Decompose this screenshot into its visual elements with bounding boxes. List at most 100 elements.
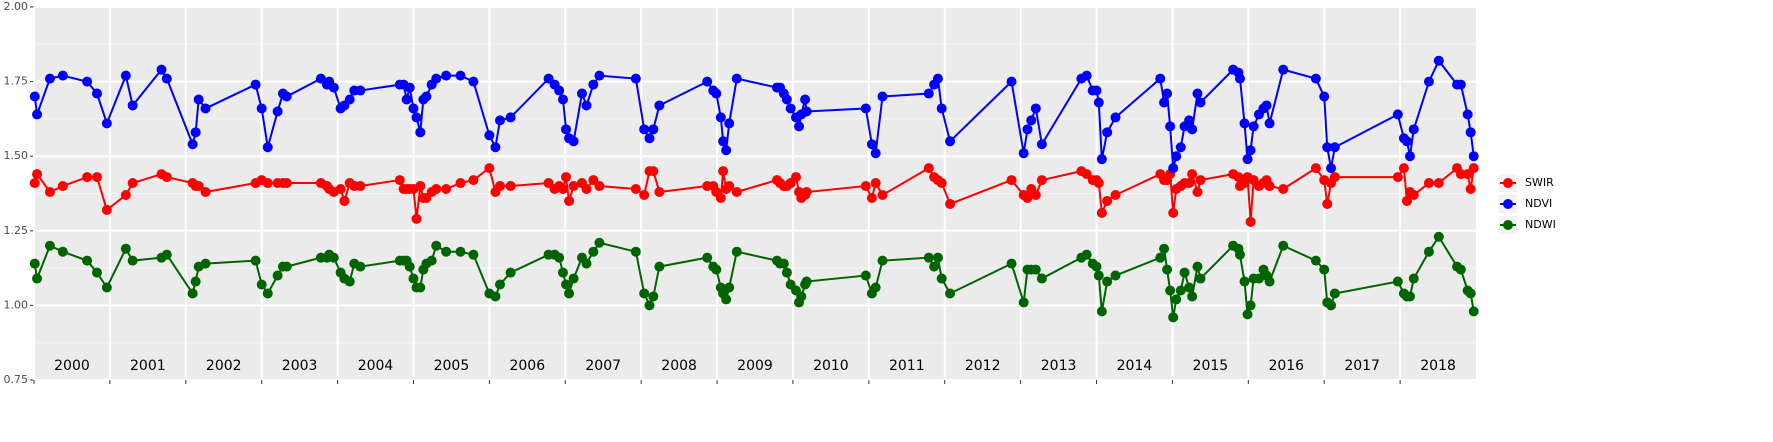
data-point: [355, 261, 366, 272]
data-point: [781, 267, 792, 278]
data-point: [339, 195, 350, 206]
data-point: [923, 88, 934, 99]
data-point: [936, 273, 947, 284]
data-point: [1245, 216, 1256, 227]
data-point: [57, 181, 68, 192]
data-point: [1179, 267, 1190, 278]
data-point: [1006, 258, 1017, 269]
data-point: [1018, 148, 1029, 159]
data-point: [1465, 288, 1476, 299]
data-point: [1468, 306, 1479, 317]
data-point: [1264, 276, 1275, 287]
data-point: [724, 282, 735, 293]
data-point: [187, 288, 198, 299]
data-point: [654, 187, 665, 198]
x-tick-label: 2009: [737, 358, 773, 374]
data-point: [1310, 255, 1321, 266]
data-point: [411, 112, 422, 123]
data-point: [870, 148, 881, 159]
data-point: [1433, 231, 1444, 242]
data-point: [44, 73, 55, 84]
data-point: [654, 261, 665, 272]
x-tick-label: 2000: [54, 358, 90, 374]
data-point: [82, 255, 93, 266]
data-point: [44, 187, 55, 198]
data-point: [1006, 175, 1017, 186]
data-point: [1433, 55, 1444, 66]
data-point: [564, 195, 575, 206]
data-point: [29, 91, 40, 102]
data-point: [1093, 270, 1104, 281]
data-point: [505, 112, 516, 123]
data-point: [1195, 175, 1206, 186]
data-point: [1110, 189, 1121, 200]
y-tick-label: 1.00: [4, 298, 29, 311]
legend-swatch: [1503, 199, 1513, 209]
data-point: [860, 103, 871, 114]
data-point: [1245, 300, 1256, 311]
data-point: [929, 261, 940, 272]
data-point: [568, 181, 579, 192]
data-point: [1110, 270, 1121, 281]
data-point: [468, 249, 479, 260]
data-point: [494, 181, 505, 192]
data-point: [1310, 163, 1321, 174]
data-point: [785, 103, 796, 114]
data-point: [1455, 79, 1466, 90]
data-point: [57, 246, 68, 257]
x-tick-label: 2014: [1117, 358, 1153, 374]
data-point: [866, 192, 877, 203]
data-point: [1398, 163, 1409, 174]
data-point: [1155, 73, 1166, 84]
data-point: [1006, 76, 1017, 87]
data-point: [1192, 187, 1203, 198]
data-point: [468, 175, 479, 186]
data-point: [1171, 294, 1182, 305]
data-point: [936, 103, 947, 114]
data-point: [1408, 189, 1419, 200]
data-point: [101, 118, 112, 129]
data-point: [281, 178, 292, 189]
data-point: [557, 94, 568, 105]
data-point: [193, 94, 204, 105]
data-point: [408, 273, 419, 284]
data-point: [272, 270, 283, 281]
data-point: [1423, 76, 1434, 87]
data-point: [127, 100, 138, 111]
data-point: [262, 142, 273, 153]
data-point: [731, 187, 742, 198]
data-point: [441, 184, 452, 195]
data-point: [1110, 112, 1121, 123]
data-point: [877, 255, 888, 266]
data-point: [1264, 181, 1275, 192]
data-point: [32, 109, 43, 120]
data-point: [781, 94, 792, 105]
data-point: [82, 76, 93, 87]
x-tick-label: 2010: [813, 358, 849, 374]
data-point: [190, 276, 201, 287]
y-tick-label: 2.00: [4, 0, 29, 13]
data-point: [778, 258, 789, 269]
data-point: [1184, 115, 1195, 126]
data-point: [1242, 309, 1253, 320]
data-point: [1329, 288, 1340, 299]
data-point: [1159, 97, 1170, 108]
data-point: [490, 142, 501, 153]
data-point: [1168, 163, 1179, 174]
data-point: [790, 172, 801, 183]
data-point: [32, 169, 43, 180]
data-point: [1433, 178, 1444, 189]
data-point: [408, 103, 419, 114]
data-point: [644, 133, 655, 144]
data-point: [161, 249, 172, 260]
data-point: [328, 252, 339, 263]
data-point: [250, 79, 261, 90]
data-point: [127, 255, 138, 266]
x-tick-label: 2018: [1420, 358, 1456, 374]
data-point: [101, 282, 112, 293]
data-point: [1093, 178, 1104, 189]
data-point: [801, 106, 812, 117]
data-point: [426, 255, 437, 266]
data-point: [711, 264, 722, 275]
data-point: [1165, 285, 1176, 296]
